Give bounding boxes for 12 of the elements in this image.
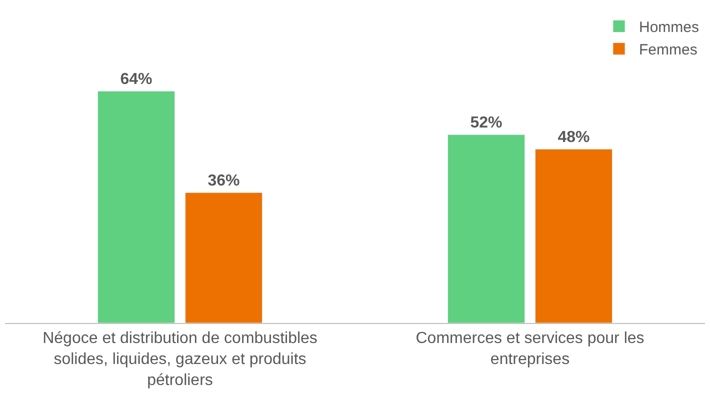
bar [535, 148, 612, 323]
legend-label: Femmes [639, 42, 698, 59]
x-tick-label: Négoce et distribution de combustibles solides, liquides, gazeux et produits pétroliers [42, 330, 318, 389]
bar [448, 134, 525, 323]
data-label: 64% [120, 71, 152, 88]
data-label: 36% [208, 172, 240, 190]
bar [98, 90, 175, 323]
legend-label: Hommes [639, 19, 700, 36]
data-label: 48% [558, 129, 590, 146]
data-label: 52% [470, 114, 502, 132]
x-tick-label: Commerces et services pour les entreprises [416, 330, 644, 368]
bar [185, 192, 262, 323]
